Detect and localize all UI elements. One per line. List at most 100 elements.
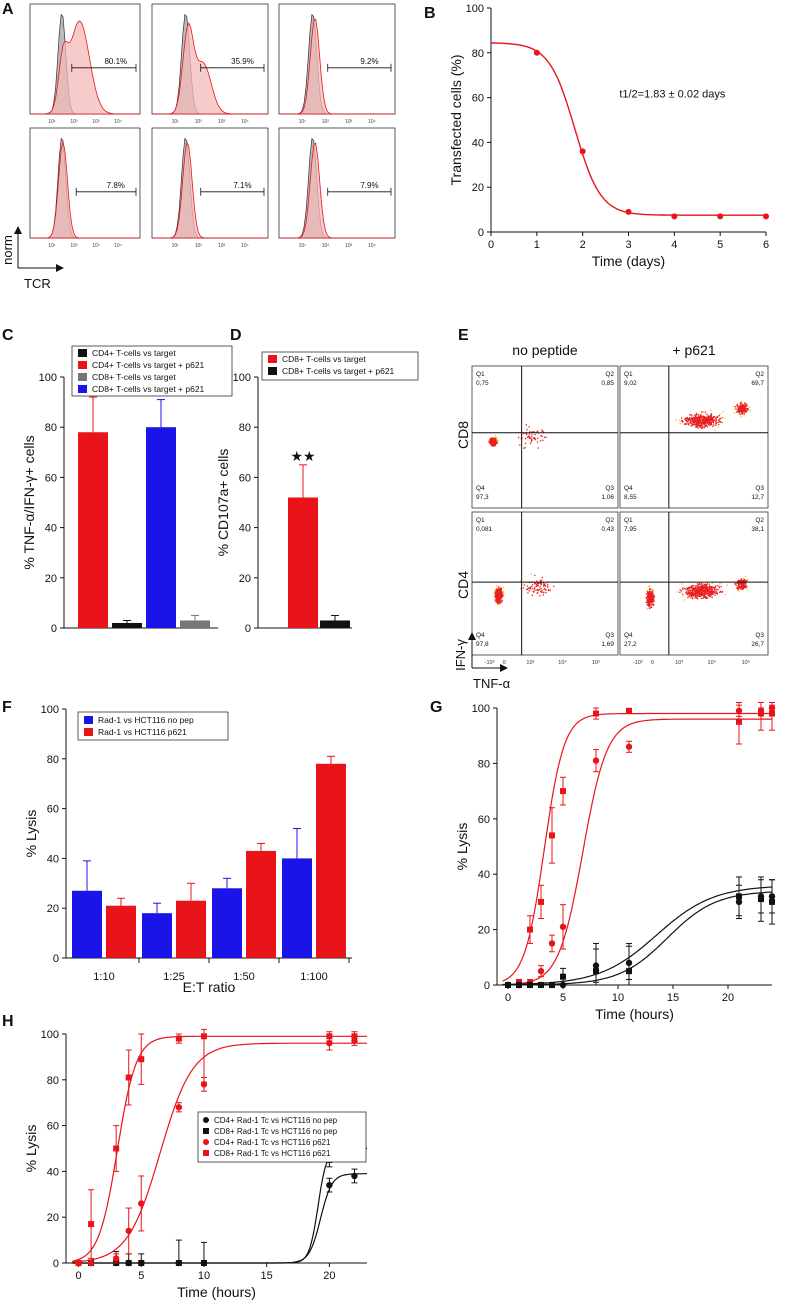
histogram-tick-label: 10¹ (299, 243, 307, 249)
event-dot (719, 583, 721, 585)
y-tick-label: 40 (47, 853, 59, 865)
data-point-circle (757, 707, 765, 714)
event-dot (744, 585, 746, 588)
event-dot (720, 585, 722, 588)
event-dot (696, 593, 698, 595)
fit-curve (491, 42, 766, 216)
event-dot (540, 583, 542, 585)
event-dot (492, 437, 494, 439)
event-dot (702, 417, 704, 419)
event-dot (502, 590, 504, 593)
bar (146, 427, 176, 628)
event-dot (525, 433, 528, 435)
event-dot (649, 599, 651, 601)
event-dot (704, 587, 706, 589)
event-dot (648, 605, 650, 607)
event-dot (708, 583, 710, 585)
quadrant-value: 38,1 (751, 526, 764, 533)
event-dot (487, 440, 490, 443)
bar (180, 620, 210, 628)
event-dot (709, 595, 711, 598)
event-dot (528, 590, 530, 592)
event-dot (646, 599, 648, 602)
event-dot (646, 591, 649, 593)
event-dot (497, 588, 499, 590)
event-dot (703, 596, 705, 598)
event-dot (724, 594, 726, 596)
event-dot (692, 588, 694, 591)
event-dot (680, 420, 683, 422)
event-dot (498, 603, 500, 606)
x-tick-label: 15 (667, 992, 679, 1004)
event-dot (695, 586, 697, 589)
data-point-square (88, 1221, 95, 1228)
event-dot (707, 586, 709, 588)
event-dot (710, 419, 712, 421)
event-dot (541, 590, 543, 592)
event-dot (692, 592, 694, 594)
quadrant-value: 27,2 (624, 641, 637, 648)
event-dot (702, 422, 705, 425)
event-dot (527, 592, 529, 594)
event-dot (706, 416, 708, 418)
event-dot (697, 594, 699, 596)
event-dot (543, 436, 546, 438)
event-dot (745, 411, 747, 413)
y-tick-label: 40 (239, 523, 251, 535)
legend-swatch (268, 355, 277, 363)
event-dot (700, 592, 702, 595)
event-dot (715, 423, 717, 425)
event-dot (498, 592, 500, 594)
ifn-gamma-label: IFN-γ (453, 639, 468, 671)
event-dot (540, 582, 543, 584)
event-dot (499, 599, 502, 601)
event-dot (740, 410, 742, 412)
event-dot (494, 435, 497, 437)
event-dot (493, 599, 496, 601)
event-dot (649, 592, 651, 594)
event-dot (647, 600, 650, 602)
event-dot (736, 404, 738, 406)
event-dot (715, 420, 717, 422)
data-point-square (626, 707, 632, 714)
event-dot (715, 422, 717, 424)
y-axis-title: % CD107a+ cells (215, 449, 231, 557)
quadrant-name: Q1 (476, 517, 485, 524)
histogram-4: 7.8% 10¹ 10² 10³ 10⁴ (29, 127, 141, 249)
y-tick-label: 0 (245, 623, 251, 635)
y-axis-title: % TNF-α/IFN-γ+ cells (21, 435, 37, 569)
event-dot (743, 415, 745, 417)
event-dot (710, 592, 713, 594)
event-dot (706, 417, 708, 420)
event-dot (527, 588, 529, 590)
panel-letter-E: E (458, 327, 469, 344)
event-dot (648, 592, 650, 594)
event-dot (690, 420, 692, 422)
event-dot (531, 584, 534, 586)
event-dot (491, 438, 493, 440)
event-dot (712, 422, 715, 424)
event-dot (735, 408, 737, 410)
quadrant-name: Q3 (605, 632, 614, 639)
quadrant-value: 26,7 (751, 641, 764, 648)
histogram-1: 80.1% 10¹ 10² 10³ 10⁴ (29, 3, 141, 125)
data-point-square (125, 1260, 132, 1266)
data-point-circle (200, 1081, 208, 1088)
event-dot (689, 419, 692, 421)
event-dot (748, 406, 750, 408)
event-dot (649, 607, 651, 609)
event-dot (691, 589, 693, 592)
event-dot (742, 407, 744, 409)
y-tick-label: 20 (239, 573, 251, 585)
legend-D: CD8+ T-cells vs target CD8+ T-cells vs ta… (261, 351, 419, 381)
event-dot (523, 584, 525, 586)
event-dot (534, 589, 536, 591)
event-dot (525, 438, 527, 440)
event-dot (496, 595, 498, 597)
event-dot (539, 582, 541, 584)
event-dot (499, 602, 501, 604)
histogram-frame (151, 127, 269, 239)
histogram-tick-label: 10² (195, 119, 203, 125)
sample-histogram (279, 142, 395, 239)
event-dot (696, 414, 698, 416)
